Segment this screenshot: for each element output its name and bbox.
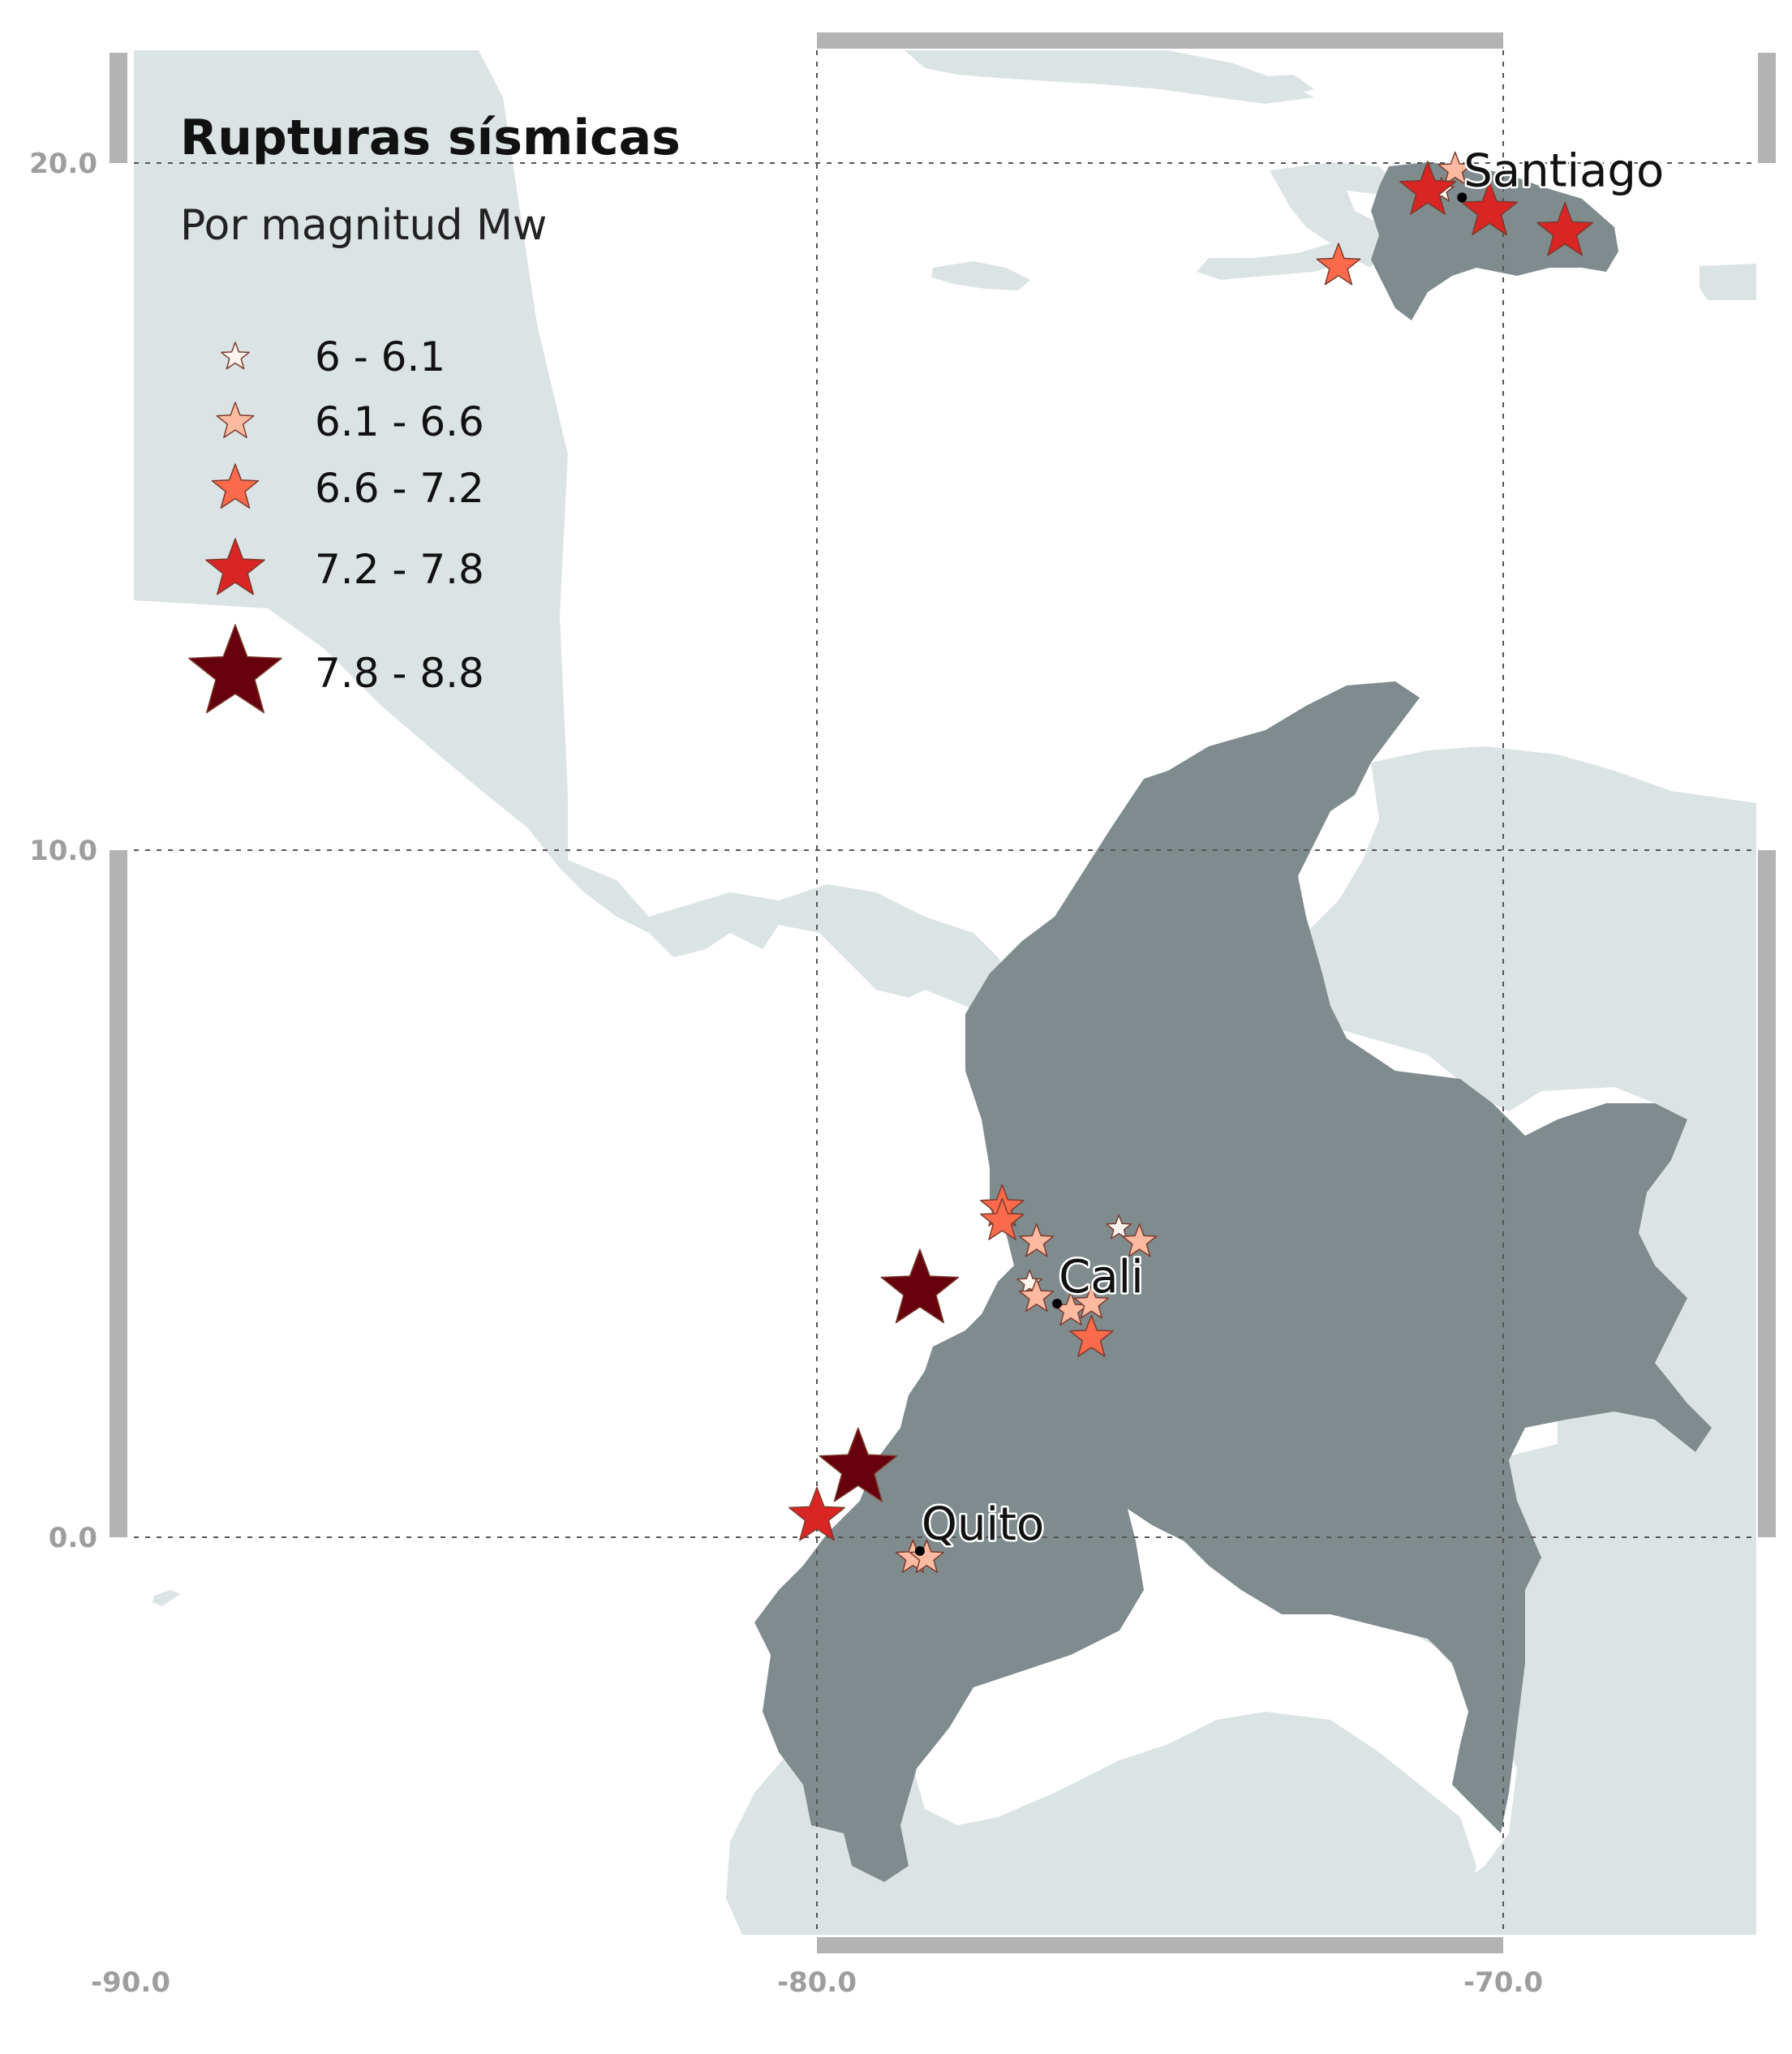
city-label: Quito bbox=[922, 1498, 1044, 1551]
city-label: Santiago bbox=[1463, 144, 1664, 197]
y-tick-label: 10.0 bbox=[29, 835, 97, 867]
city-dot bbox=[1457, 192, 1468, 203]
city-dot bbox=[914, 1545, 925, 1556]
earthquake-star-marker bbox=[1121, 1223, 1158, 1257]
frame-left-segment bbox=[110, 53, 127, 163]
peru-brazil-landmass bbox=[726, 1712, 1476, 1935]
earthquake-star-marker bbox=[1016, 1269, 1043, 1295]
earthquake-star-marker bbox=[819, 1427, 898, 1502]
frame-left-segment bbox=[110, 850, 127, 1537]
earthquake-star-marker bbox=[789, 1486, 845, 1541]
colombia-ecuador-landmass bbox=[754, 681, 1712, 1882]
legend-label: 6.1 - 6.6 bbox=[315, 398, 484, 445]
earthquake-star-marker bbox=[1106, 1214, 1132, 1240]
legend-label: 7.2 - 7.8 bbox=[315, 546, 484, 593]
frame-top-segment bbox=[817, 32, 1503, 49]
legend-star-swatch bbox=[216, 402, 255, 439]
city-dot bbox=[1052, 1299, 1063, 1309]
map-title: Rupturas sísmicas bbox=[180, 110, 681, 166]
earthquake-star-marker bbox=[1073, 1285, 1110, 1319]
graticule bbox=[134, 50, 1756, 1935]
x-tick-label: -90.0 bbox=[91, 1966, 170, 1999]
magnitude-legend: 6 - 6.1 6.1 - 6.6 6.6 - 7.2 7.2 - 7.8 7.8 - … bbox=[188, 333, 484, 714]
earthquake-star-marker bbox=[1461, 181, 1519, 236]
y-tick-label: 0.0 bbox=[49, 1522, 97, 1554]
earthquake-star-marker bbox=[1019, 1223, 1055, 1257]
city-label: Cali bbox=[1059, 1251, 1144, 1304]
city-labels: Santiago Cali Quito bbox=[914, 143, 1666, 1556]
central-america-landmass bbox=[134, 50, 1034, 1030]
earthquake-markers bbox=[789, 151, 1594, 1573]
cuba-island-east bbox=[1253, 75, 1314, 96]
background-landmass-layer bbox=[134, 50, 1756, 1935]
earthquake-star-marker bbox=[1399, 161, 1456, 215]
legend-star-swatch bbox=[205, 538, 265, 595]
map-frame bbox=[110, 32, 1776, 1953]
earthquake-star-marker bbox=[1536, 201, 1594, 256]
earthquake-star-marker bbox=[980, 1197, 1025, 1240]
earthquake-star-marker bbox=[880, 1248, 960, 1324]
legend-star-swatch bbox=[221, 342, 250, 370]
venezuela-landmass bbox=[1266, 746, 1756, 1935]
legend-label: 6.6 - 7.2 bbox=[315, 465, 484, 512]
legend-star-swatch bbox=[188, 624, 282, 714]
galapagos-islet bbox=[153, 1590, 180, 1606]
frame-right-segment bbox=[1758, 850, 1776, 1537]
puerto-rico-landmass bbox=[1700, 264, 1756, 300]
cuba-landmass bbox=[905, 50, 1314, 104]
x-tick-label: -80.0 bbox=[777, 1966, 857, 1999]
earthquake-star-marker bbox=[1316, 243, 1361, 286]
earthquake-star-marker bbox=[1069, 1314, 1114, 1357]
x-tick-label: -70.0 bbox=[1463, 1966, 1543, 1999]
y-tick-label: 20.0 bbox=[29, 148, 97, 180]
map-subtitle: Por magnitud Mw bbox=[180, 201, 547, 250]
legend-star-swatch bbox=[211, 463, 260, 509]
earthquake-star-marker bbox=[909, 1539, 945, 1573]
earthquake-star-marker bbox=[1437, 151, 1473, 186]
legend-label: 7.8 - 8.8 bbox=[315, 650, 484, 697]
frame-bottom-segment bbox=[817, 1937, 1503, 1953]
jamaica-landmass bbox=[931, 261, 1030, 290]
legend-label: 6 - 6.1 bbox=[315, 333, 445, 380]
hispaniola-west-landmass bbox=[1197, 162, 1391, 280]
earthquake-star-marker bbox=[1019, 1278, 1055, 1313]
frame-right-segment bbox=[1758, 53, 1776, 163]
axis-ticks: -90.0 -80.0 -70.0 20.0 10.0 0.0 bbox=[29, 148, 1543, 1999]
